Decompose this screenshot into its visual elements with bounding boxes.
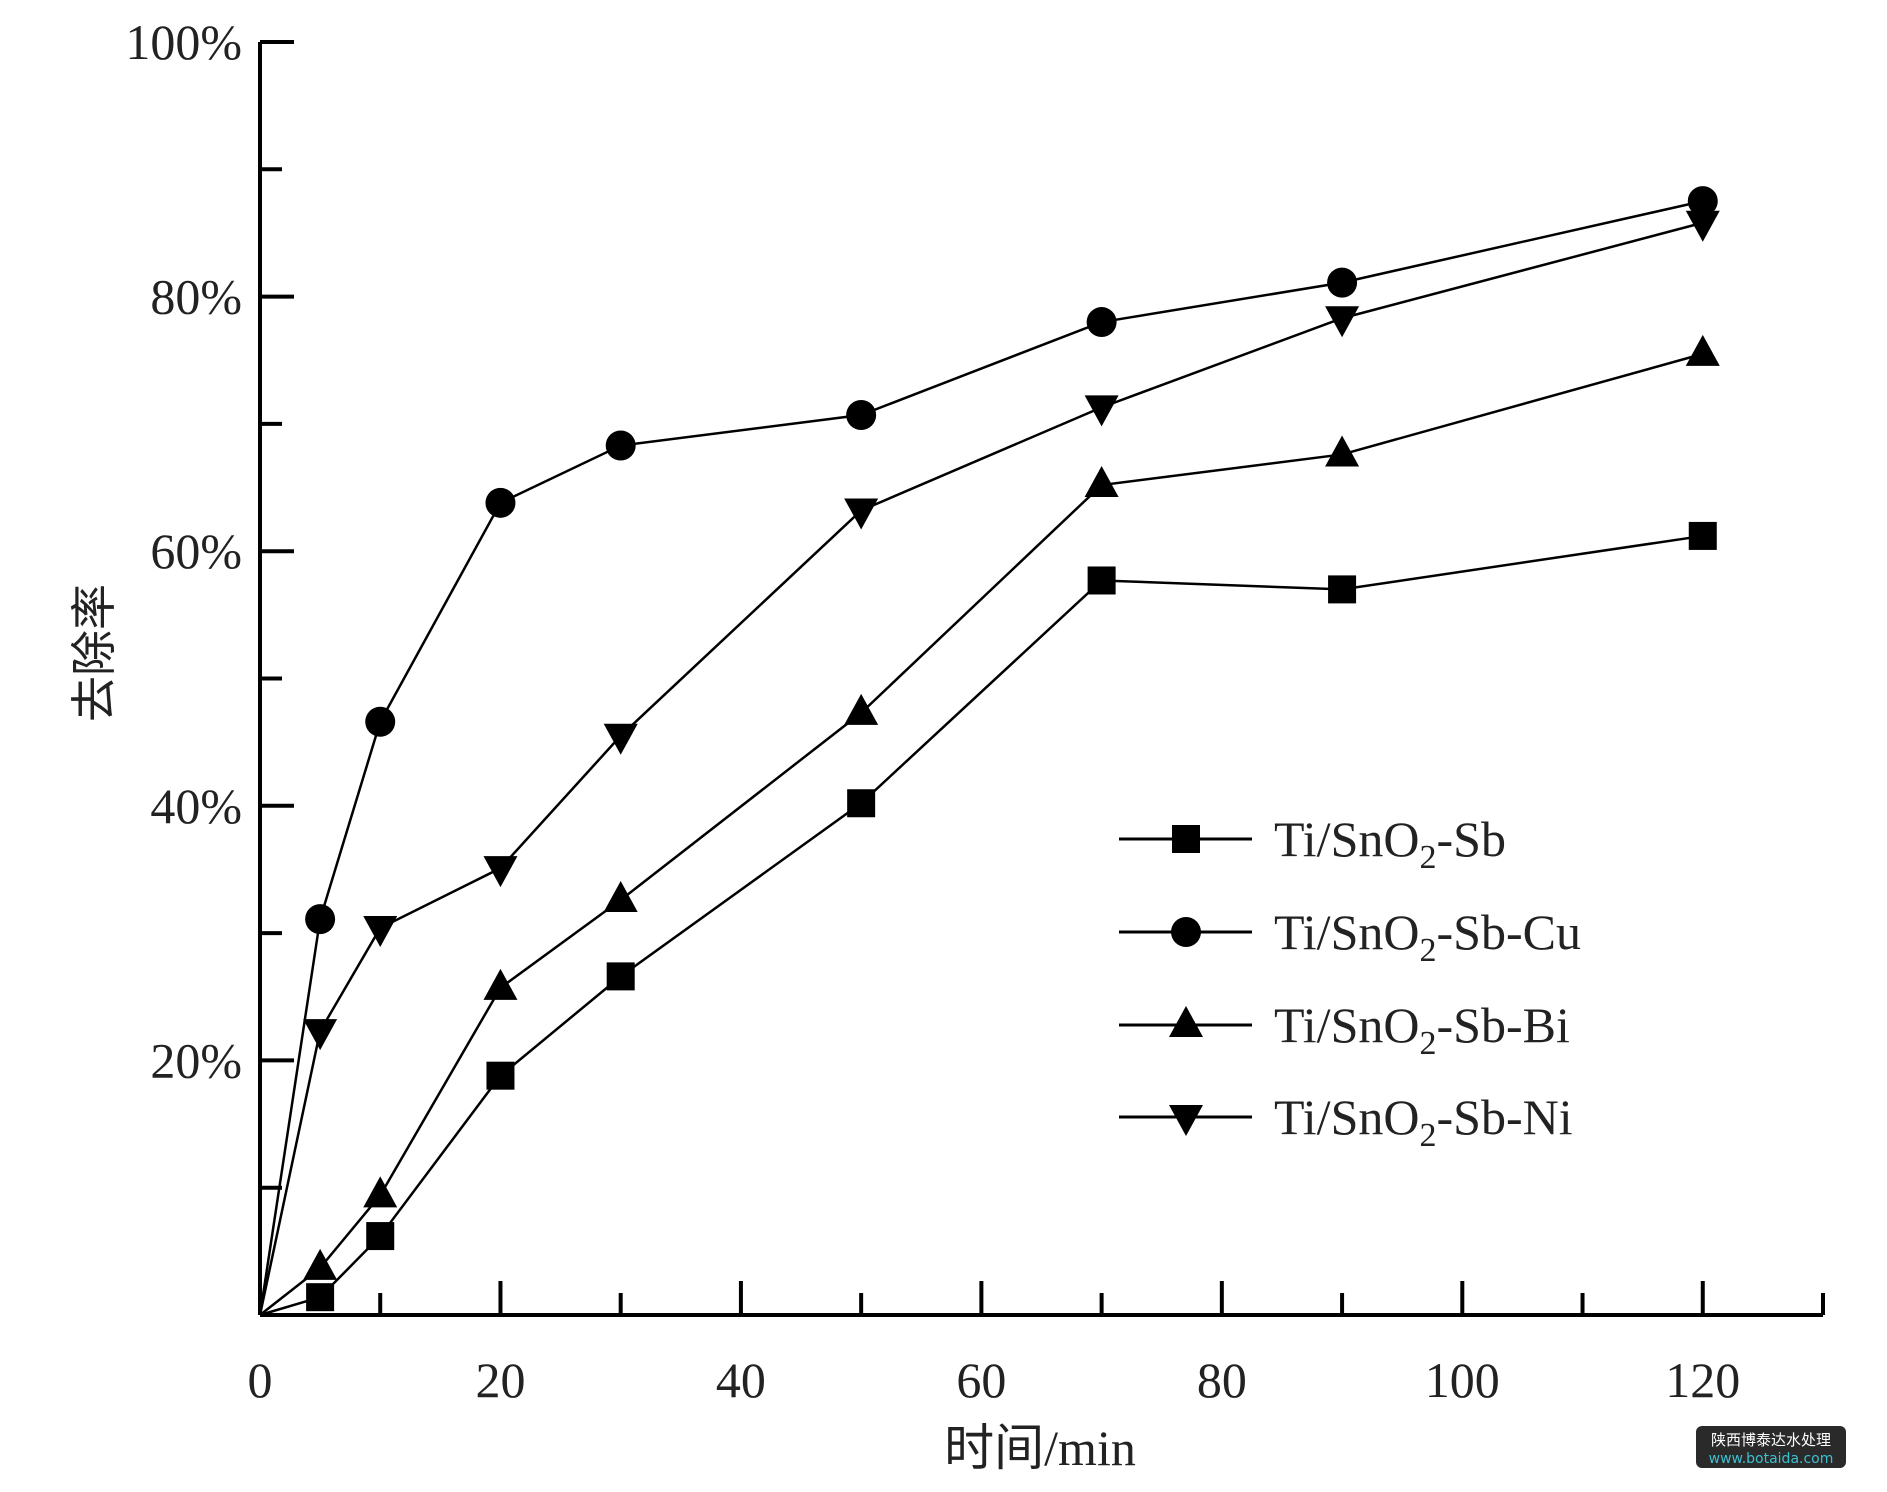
legend-label-subscript: 2 <box>1419 839 1436 876</box>
legend-label-suffix: -Sb <box>1436 811 1505 867</box>
axes: 0 20 40 60 80 100 120 20% 40% 60% 80% 100% <box>125 14 1825 1408</box>
series-line <box>258 221 1704 1316</box>
triangle-down-marker <box>363 916 398 948</box>
legend-label: Ti/SnO2-Sb-Bi <box>1274 997 1570 1062</box>
triangle-down-marker <box>1325 306 1360 338</box>
triangle-up-marker <box>303 1248 338 1280</box>
series-square <box>259 521 1717 1317</box>
legend-label-main: Ti/SnO <box>1274 904 1419 960</box>
legend-label-suffix: -Sb-Ni <box>1436 1089 1572 1145</box>
legend-item: Ti/SnO2-Sb-Ni <box>1119 1089 1573 1154</box>
triangle-up-marker <box>483 968 518 1000</box>
x-axis-title: 时间/min <box>944 1420 1136 1476</box>
legend-label: Ti/SnO2-Sb <box>1274 811 1506 876</box>
triangle-down-marker <box>1685 210 1720 242</box>
triangle-up-marker <box>1325 435 1360 467</box>
legend-label-main: Ti/SnO <box>1274 997 1419 1053</box>
circle-marker <box>485 487 516 518</box>
legend-label-subscript: 2 <box>1419 1117 1436 1154</box>
circle-marker <box>846 399 877 430</box>
triangle-down-marker <box>1084 395 1119 427</box>
y-tick-label: 20% <box>150 1032 242 1088</box>
circle-marker <box>305 904 336 935</box>
triangle-down-marker <box>303 1019 338 1051</box>
x-tick-label: 0 <box>248 1352 273 1408</box>
triangle-up-marker <box>603 881 638 913</box>
square-marker <box>847 789 876 818</box>
series-group <box>258 186 1720 1317</box>
legend-label-subscript: 2 <box>1419 1025 1436 1062</box>
y-tick-label: 80% <box>150 269 242 325</box>
x-tick-label: 60 <box>956 1352 1006 1408</box>
x-tick-label: 120 <box>1665 1352 1740 1408</box>
triangle-up-marker <box>1084 466 1119 498</box>
watermark: 陕西博泰达水处理 www.botaida.com <box>1696 1426 1846 1468</box>
x-tick-label: 20 <box>475 1352 525 1408</box>
circle-marker <box>605 430 636 461</box>
square-marker <box>1172 825 1200 853</box>
legend-item: Ti/SnO2-Sb-Bi <box>1119 997 1570 1062</box>
x-tick-label: 80 <box>1197 1352 1247 1408</box>
legend-label-suffix: -Sb-Cu <box>1436 904 1580 960</box>
y-tick-label: 100% <box>125 14 242 70</box>
legend-label-main: Ti/SnO <box>1274 1089 1419 1145</box>
circle-marker <box>1086 307 1117 338</box>
y-axis-title: 去除率 <box>69 584 120 722</box>
legend-label-subscript: 2 <box>1419 932 1436 969</box>
legend-label-main: Ti/SnO <box>1274 811 1419 867</box>
legend-item: Ti/SnO2-Sb <box>1119 811 1506 876</box>
series-line <box>258 199 1704 1316</box>
triangle-up-marker <box>1169 1006 1203 1037</box>
series-triangle-down <box>258 210 1720 1316</box>
triangle-up-marker <box>1685 334 1720 366</box>
circle-marker <box>1687 186 1718 217</box>
legend-label: Ti/SnO2-Sb-Cu <box>1274 904 1581 969</box>
y-tick-label: 60% <box>150 523 242 579</box>
y-tick-label: 40% <box>150 778 242 834</box>
legend-label: Ti/SnO2-Sb-Ni <box>1274 1089 1573 1154</box>
series-circle <box>258 186 1718 1316</box>
square-marker <box>1087 566 1116 595</box>
square-marker <box>1328 575 1357 604</box>
legend: Ti/SnO2-SbTi/SnO2-Sb-CuTi/SnO2-Sb-BiTi/S… <box>1119 811 1581 1154</box>
square-marker <box>306 1283 335 1312</box>
x-tick-label: 100 <box>1425 1352 1500 1408</box>
triangle-down-marker <box>844 498 879 530</box>
triangle-down-marker <box>483 856 518 888</box>
x-tick-label: 40 <box>716 1352 766 1408</box>
series-triangle-up <box>259 334 1720 1316</box>
watermark-line2: www.botaida.com <box>1709 1451 1834 1467</box>
square-marker <box>606 962 635 991</box>
square-marker <box>366 1222 395 1251</box>
triangle-down-marker <box>603 723 638 755</box>
triangle-down-marker <box>1169 1105 1203 1136</box>
triangle-up-marker <box>363 1176 398 1208</box>
watermark-line1: 陕西博泰达水处理 <box>1711 1431 1831 1449</box>
square-marker <box>1688 521 1717 550</box>
legend-label-suffix: -Sb-Bi <box>1436 997 1569 1053</box>
legend-item: Ti/SnO2-Sb-Cu <box>1119 904 1581 969</box>
circle-marker <box>1171 917 1201 947</box>
circle-marker <box>365 706 396 737</box>
circle-marker <box>1327 267 1358 298</box>
square-marker <box>486 1061 515 1090</box>
triangle-up-marker <box>844 693 879 725</box>
